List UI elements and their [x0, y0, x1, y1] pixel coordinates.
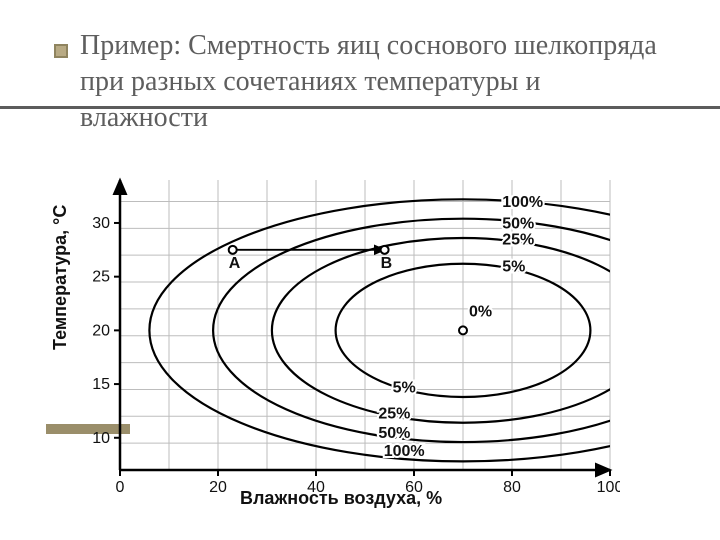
svg-text:0%: 0% — [469, 303, 492, 320]
slide: Пример: Смертность яиц соснового шелкопр… — [0, 0, 720, 540]
svg-text:0: 0 — [116, 479, 125, 496]
svg-text:20: 20 — [209, 479, 227, 496]
svg-text:25: 25 — [92, 269, 110, 286]
svg-text:100: 100 — [597, 479, 620, 496]
chart-svg: 02040608010010152025300%100%50%25%5%5%25… — [60, 170, 620, 510]
svg-text:25%: 25% — [378, 405, 410, 422]
svg-text:A: A — [229, 255, 241, 272]
svg-text:30: 30 — [92, 215, 110, 232]
svg-text:15: 15 — [92, 376, 110, 393]
svg-text:100%: 100% — [502, 194, 543, 211]
svg-text:50%: 50% — [378, 425, 410, 442]
horizontal-rule — [0, 106, 720, 109]
svg-text:20: 20 — [92, 322, 110, 339]
y-axis-label: Температура, °С — [50, 205, 71, 350]
svg-text:5%: 5% — [393, 380, 416, 397]
svg-text:5%: 5% — [502, 258, 525, 275]
x-axis-label: Влажность воздуха, % — [240, 488, 442, 509]
svg-text:10: 10 — [92, 430, 110, 447]
svg-text:80: 80 — [503, 479, 521, 496]
svg-text:100%: 100% — [384, 443, 425, 460]
svg-text:50%: 50% — [502, 215, 534, 232]
svg-text:25%: 25% — [502, 231, 534, 248]
slide-title: Пример: Смертность яиц соснового шелкопр… — [80, 28, 660, 135]
svg-text:B: B — [381, 255, 393, 272]
contour-chart: Температура, °С 02040608010010152025300%… — [60, 170, 620, 530]
title-bullet — [54, 44, 68, 58]
